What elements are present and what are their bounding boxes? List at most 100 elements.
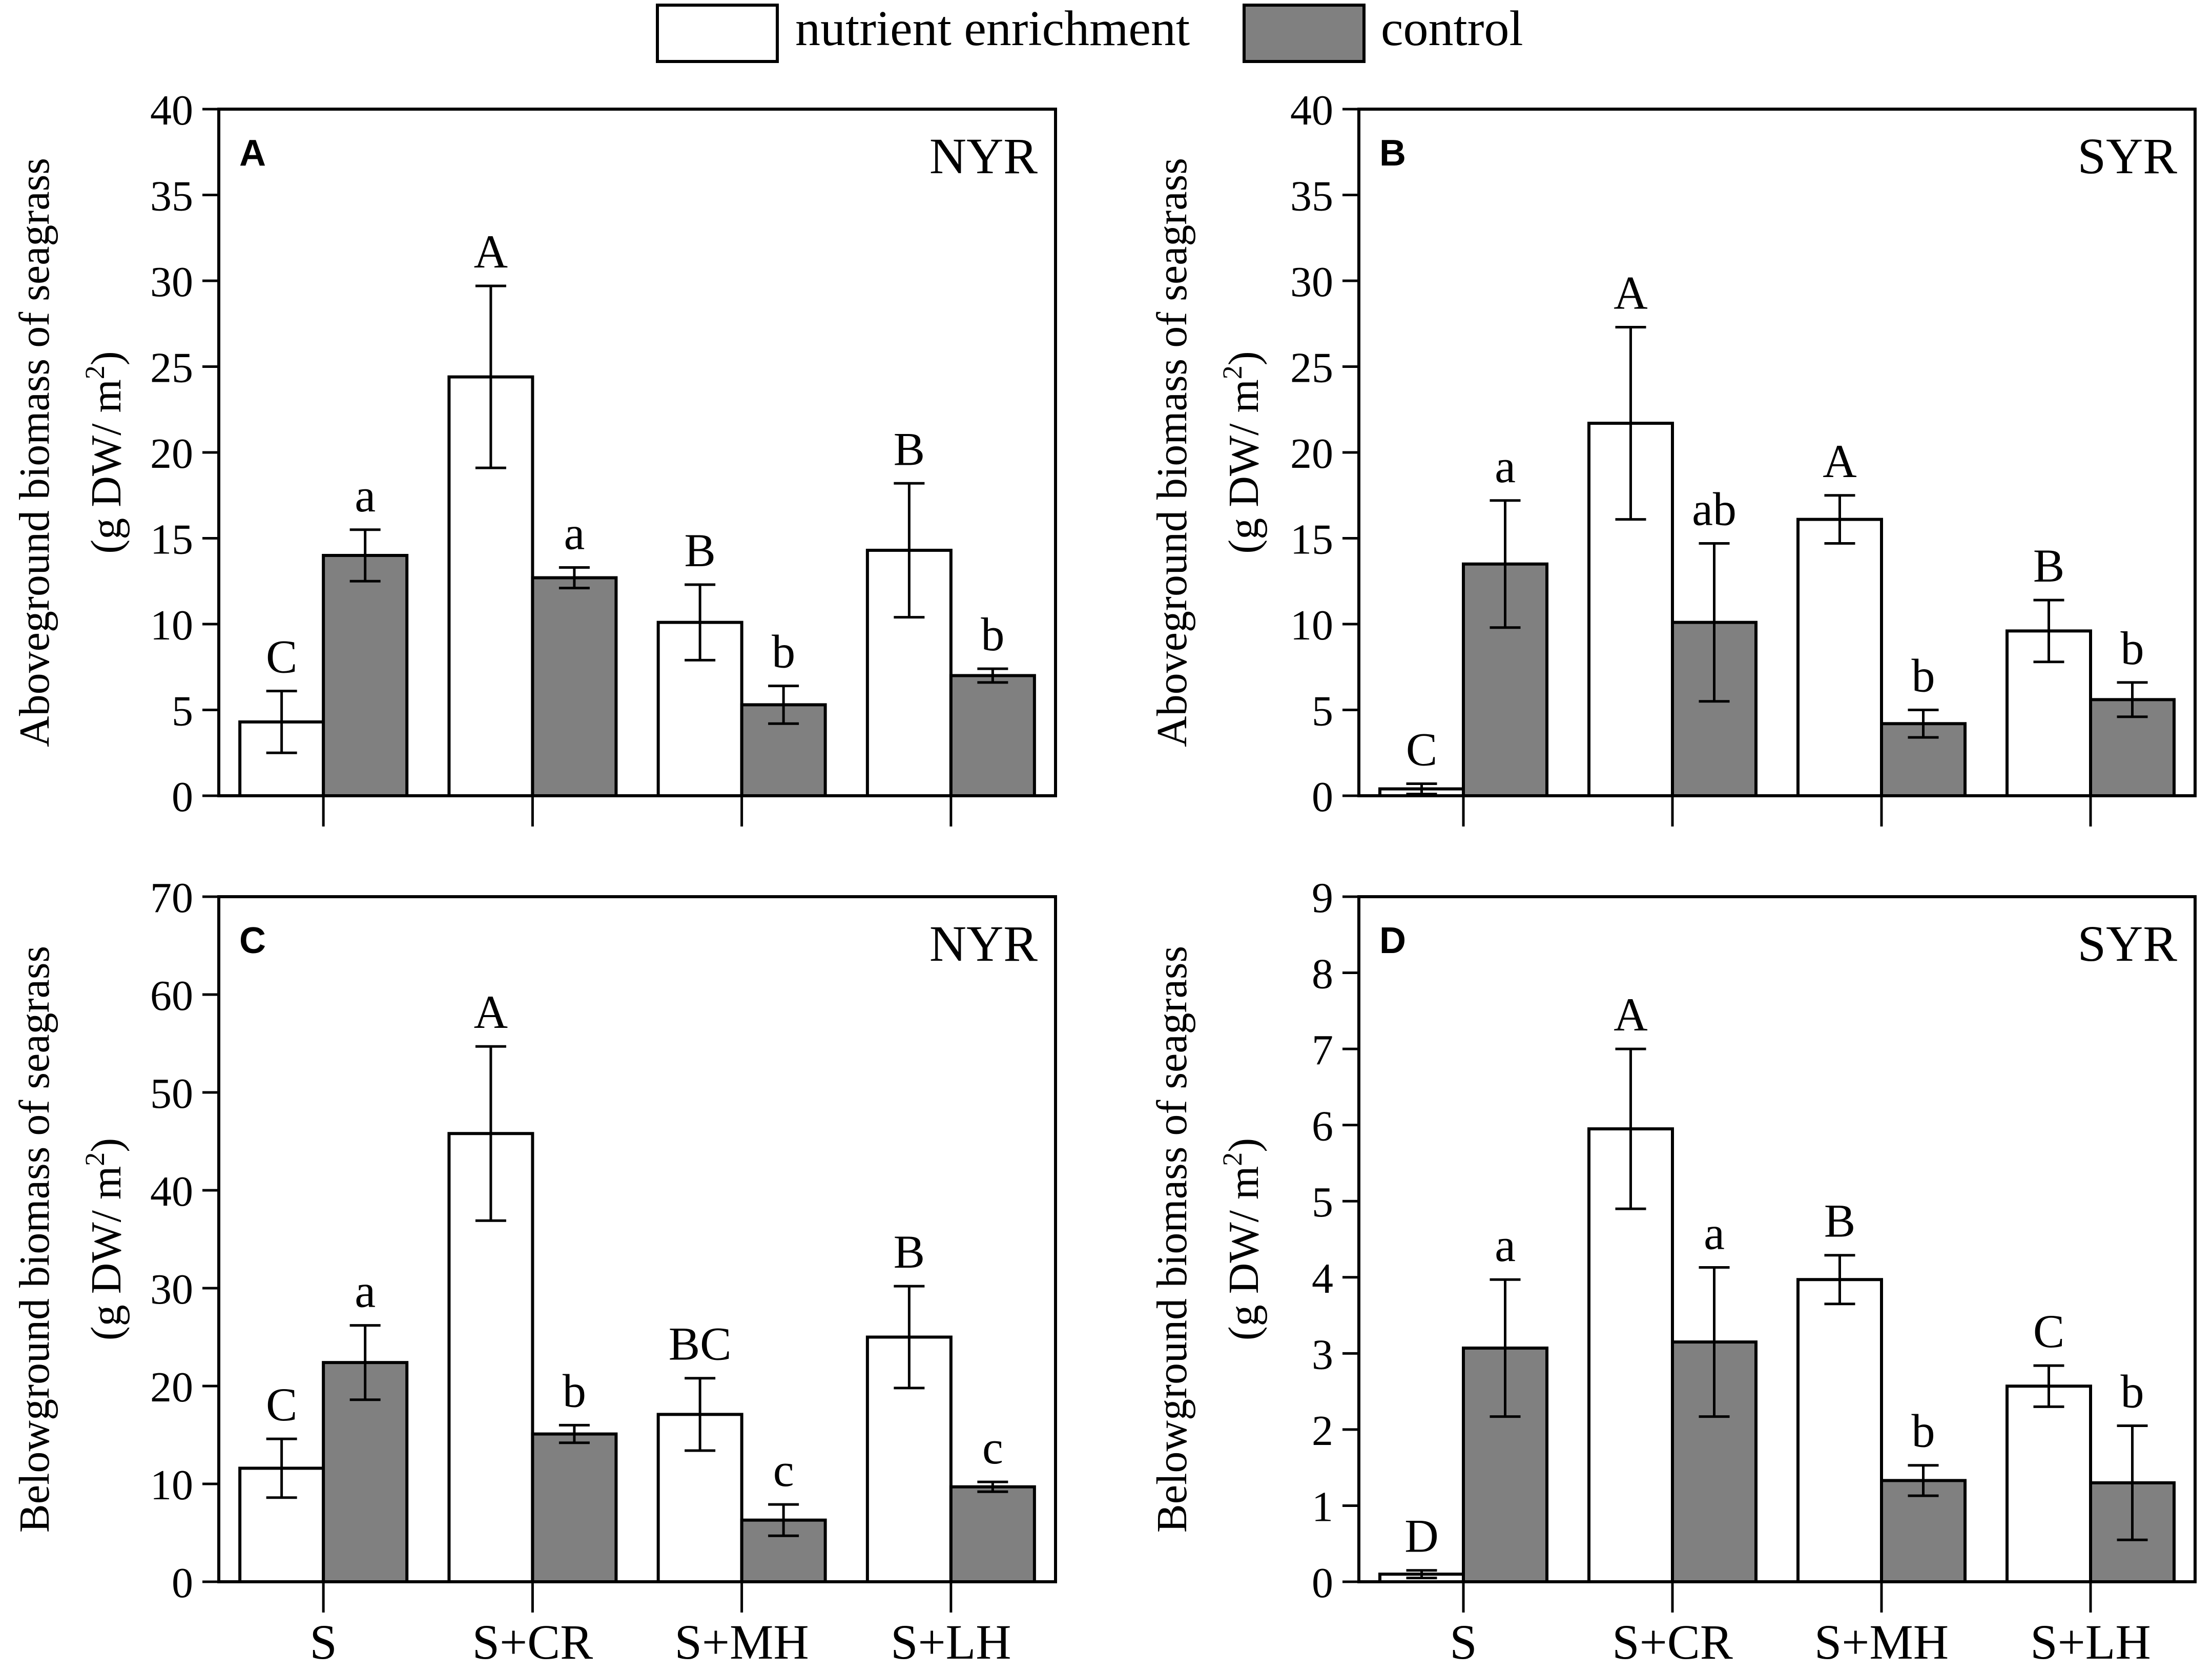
y-tick-label: 5 bbox=[172, 688, 193, 735]
x-category-label: S+LH bbox=[2030, 1615, 2151, 1669]
y-tick-label: 15 bbox=[1290, 516, 1333, 564]
panel-B: 0 5 10 15 20 25 30 35 40 C A A Ba ab b b B SYR Aboveground… bbox=[1148, 87, 2197, 826]
bar-nutrient bbox=[2006, 1384, 2092, 1583]
y-axis-unit-suffix: ) bbox=[1220, 351, 1268, 365]
site-label: SYR bbox=[2077, 915, 2177, 972]
y-axis-unit-prefix: (g DW/ m bbox=[82, 379, 130, 554]
y-tick-label: 20 bbox=[150, 1363, 193, 1411]
y-tick-label: 10 bbox=[150, 1461, 193, 1509]
bar-nutrient bbox=[1796, 1278, 1883, 1583]
significance-letter: c bbox=[982, 1421, 1003, 1474]
y-tick-label: 10 bbox=[150, 602, 193, 649]
bar-control bbox=[322, 554, 409, 797]
significance-letter: C bbox=[2033, 1305, 2064, 1357]
y-tick-label: 9 bbox=[1312, 874, 1333, 922]
panel-letter: A bbox=[239, 133, 266, 174]
significance-letter: A bbox=[1823, 435, 1856, 487]
significance-letter: a bbox=[355, 1265, 376, 1317]
y-tick-label: 5 bbox=[1312, 1179, 1333, 1226]
legend-label-control: control bbox=[1381, 1, 1523, 56]
y-axis-unit-suffix: ) bbox=[82, 1138, 130, 1152]
significance-letter: a bbox=[355, 469, 376, 522]
bar-nutrient bbox=[1796, 518, 1883, 797]
significance-letter: A bbox=[1614, 266, 1647, 319]
x-category-label: S+MH bbox=[1814, 1615, 1949, 1669]
y-tick-label: 25 bbox=[1290, 344, 1333, 392]
significance-letter: a bbox=[1704, 1207, 1725, 1259]
y-tick-label: 30 bbox=[150, 1266, 193, 1313]
y-tick-label: 10 bbox=[1290, 602, 1333, 649]
significance-letter: C bbox=[266, 1378, 297, 1431]
panel-C: 0 10 20 30 40 50 60 70 S S+CR S+MH S+LH C A BC Ba b c c C NY… bbox=[11, 874, 1057, 1669]
bar-control bbox=[1880, 1479, 1967, 1584]
y-tick-label: 35 bbox=[1290, 173, 1333, 220]
y-axis-label-line1: Aboveground biomass of seagrass bbox=[11, 158, 58, 747]
significance-letter: A bbox=[1614, 988, 1647, 1041]
y-tick-label: 40 bbox=[150, 1168, 193, 1215]
significance-letter: b bbox=[2121, 622, 2144, 674]
y-tick-label: 70 bbox=[150, 874, 193, 922]
significance-letter: b bbox=[1912, 1405, 1935, 1457]
x-category-label: S+CR bbox=[1612, 1615, 1733, 1669]
y-tick-label: 25 bbox=[150, 344, 193, 392]
y-axis-label-line2: (g DW/ m2) bbox=[1217, 1138, 1268, 1341]
y-tick-label: 0 bbox=[1312, 773, 1333, 821]
y-tick-label: 35 bbox=[150, 173, 193, 220]
y-axis-label-line1: Aboveground biomass of seagrass bbox=[1148, 158, 1196, 747]
y-axis-unit-prefix: (g DW/ m bbox=[82, 1166, 130, 1341]
y-tick-label: 0 bbox=[172, 773, 193, 821]
y-tick-label: 60 bbox=[150, 972, 193, 1020]
y-axis-label-line2: (g DW/ m2) bbox=[79, 1138, 130, 1341]
significance-letter: BC bbox=[669, 1318, 732, 1370]
y-axis-label-line1: Belowground biomass of seagrass bbox=[11, 946, 58, 1533]
y-axis-unit-superscript: 2 bbox=[79, 365, 110, 379]
legend-swatch-nutrient-enrichment bbox=[656, 4, 779, 63]
panel-letter: C bbox=[239, 920, 266, 961]
y-tick-label: 0 bbox=[172, 1559, 193, 1607]
bar-control bbox=[949, 1485, 1036, 1583]
y-axis-label-line2: (g DW/ m2) bbox=[1217, 351, 1268, 554]
significance-letter: B bbox=[1824, 1195, 1855, 1247]
site-label: NYR bbox=[929, 128, 1038, 184]
panel-letter: D bbox=[1379, 920, 1406, 961]
y-axis-label-line1: Belowground biomass of seagrass bbox=[1148, 946, 1196, 1533]
y-tick-label: 40 bbox=[150, 87, 193, 134]
x-category-label: S bbox=[309, 1615, 337, 1669]
panel-D: 0 1 2 3 4 5 6 7 8 9 S S+CR S+MH S+LH D A B Ca a b b D SYR Below… bbox=[1148, 874, 2197, 1669]
significance-letter: b bbox=[1912, 650, 1935, 702]
panel-A: 0 5 10 15 20 25 30 35 40 C A B Ba a b b A NYR Aboveground … bbox=[11, 87, 1057, 826]
plot-frame bbox=[217, 895, 1057, 1583]
significance-letter: A bbox=[474, 986, 508, 1038]
y-axis-label-line2: (g DW/ m2) bbox=[79, 351, 130, 554]
x-category-label: S+MH bbox=[675, 1615, 809, 1669]
legend-label-nutrient-enrichment: nutrient enrichment bbox=[795, 1, 1190, 56]
site-label: NYR bbox=[929, 915, 1038, 972]
y-tick-label: 6 bbox=[1312, 1103, 1333, 1150]
y-axis-unit-superscript: 2 bbox=[1217, 365, 1248, 379]
y-tick-label: 7 bbox=[1312, 1026, 1333, 1074]
significance-letter: b bbox=[2121, 1365, 2144, 1417]
significance-letter: B bbox=[684, 524, 715, 576]
significance-letter: c bbox=[773, 1444, 794, 1496]
y-tick-label: 0 bbox=[1312, 1559, 1333, 1607]
y-axis-unit-suffix: ) bbox=[1220, 1138, 1268, 1152]
significance-letter: b bbox=[772, 626, 795, 678]
significance-letter: C bbox=[266, 631, 297, 683]
y-tick-label: 4 bbox=[1312, 1255, 1333, 1303]
significance-letter: b bbox=[563, 1365, 586, 1417]
y-tick-label: 2 bbox=[1312, 1407, 1333, 1455]
x-category-label: S+LH bbox=[891, 1615, 1011, 1669]
significance-letter: D bbox=[1404, 1510, 1438, 1562]
site-label: SYR bbox=[2077, 128, 2177, 184]
y-tick-label: 30 bbox=[1290, 258, 1333, 306]
y-tick-label: 20 bbox=[150, 430, 193, 478]
y-tick-label: 15 bbox=[150, 516, 193, 564]
y-tick-label: 1 bbox=[1312, 1483, 1333, 1531]
y-tick-label: 40 bbox=[1290, 87, 1333, 134]
bar-control bbox=[531, 1432, 618, 1584]
y-tick-label: 30 bbox=[150, 258, 193, 306]
y-tick-label: 50 bbox=[150, 1070, 193, 1118]
bar-control bbox=[949, 674, 1036, 797]
